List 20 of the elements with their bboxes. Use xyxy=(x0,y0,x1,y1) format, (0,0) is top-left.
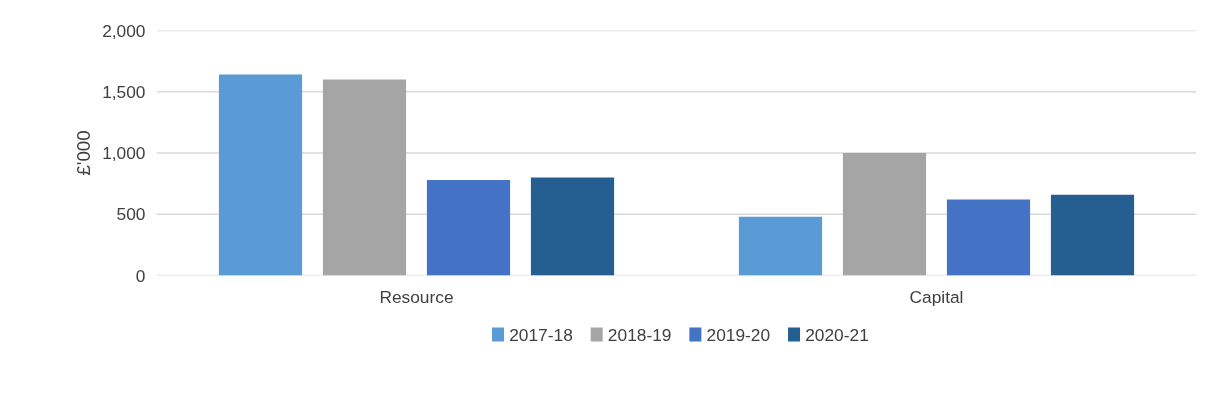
bar xyxy=(218,74,303,276)
legend-label: 2017-18 xyxy=(509,324,573,345)
legend-label: 2020-21 xyxy=(805,324,869,345)
x-tick-label: Resource xyxy=(379,286,454,307)
bar xyxy=(530,177,615,276)
y-tick-label: 0 xyxy=(135,265,146,286)
y-axis-title: £'000 xyxy=(73,130,95,176)
bar xyxy=(842,153,927,276)
bar xyxy=(426,179,511,276)
y-tick-label: 1,000 xyxy=(102,143,146,163)
legend-label: 2018-19 xyxy=(607,324,672,345)
x-tick-label: Capital xyxy=(909,286,964,307)
legend-label: 2019-20 xyxy=(706,324,771,345)
bar xyxy=(1050,194,1135,276)
y-tick-label: 2,000 xyxy=(102,20,146,41)
bar xyxy=(738,216,823,276)
bar xyxy=(322,79,407,276)
bar xyxy=(946,199,1031,276)
y-tick-label: 500 xyxy=(116,204,146,225)
y-tick-label: 1,500 xyxy=(102,81,146,102)
